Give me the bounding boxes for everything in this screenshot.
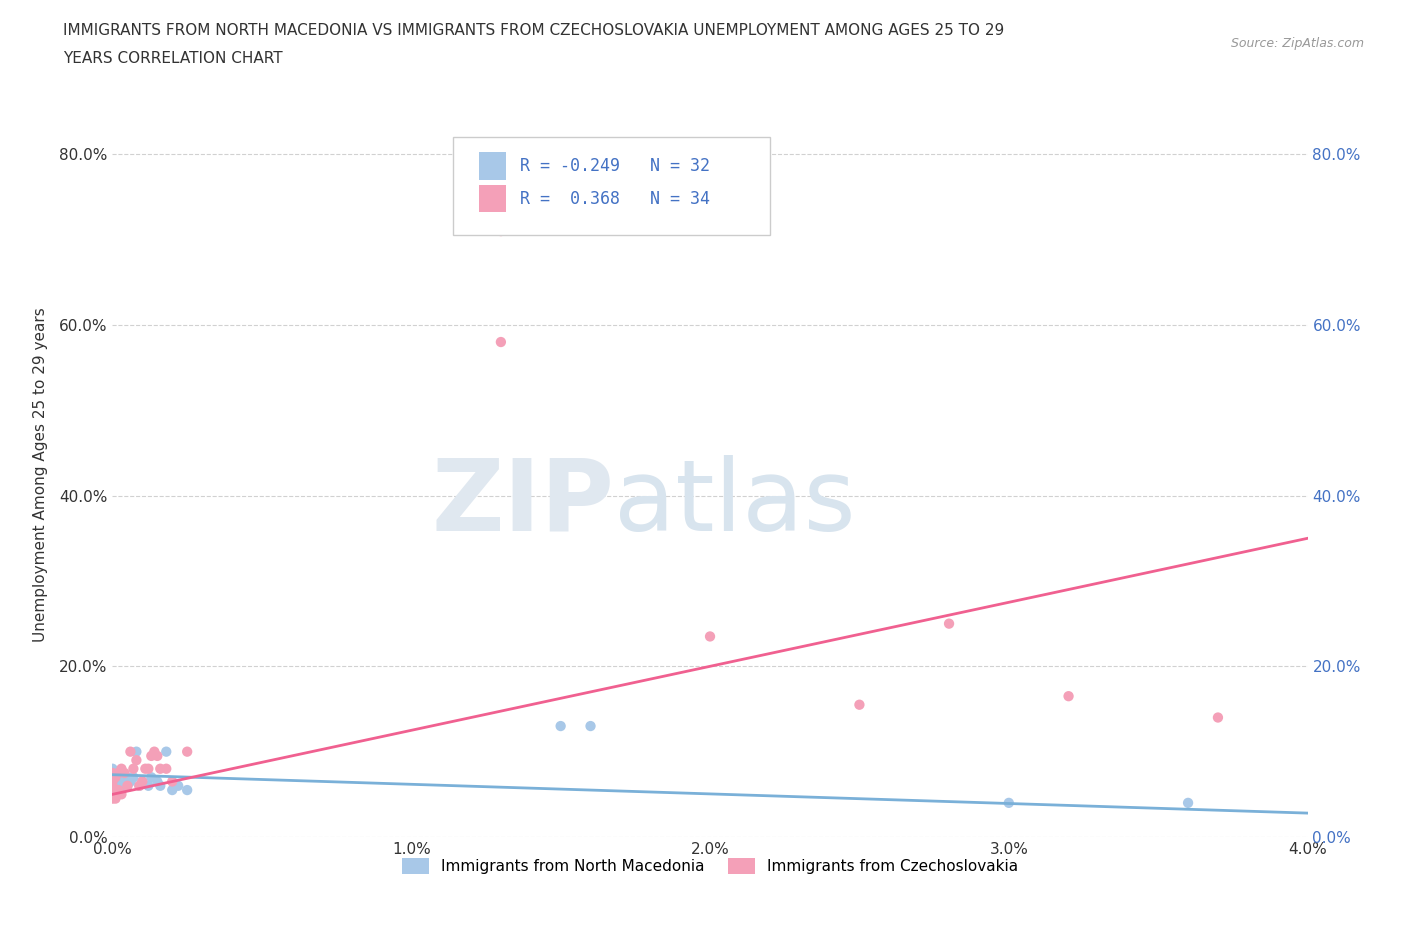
Point: [101, 765, 124, 780]
FancyBboxPatch shape: [479, 153, 506, 179]
Point: [131, 774, 153, 789]
Point: [489, 223, 512, 238]
Point: [101, 778, 124, 793]
Y-axis label: Unemployment Among Ages 25 to 29 years: Unemployment Among Ages 25 to 29 years: [32, 307, 48, 642]
Point: [101, 778, 124, 793]
Point: [101, 791, 124, 806]
Point: [489, 335, 512, 350]
Point: [1206, 711, 1229, 725]
Point: [149, 778, 172, 793]
Point: [104, 770, 127, 785]
Point: [143, 744, 166, 759]
FancyBboxPatch shape: [453, 137, 770, 235]
Legend: Immigrants from North Macedonia, Immigrants from Czechoslovakia: Immigrants from North Macedonia, Immigra…: [395, 852, 1025, 880]
Point: [155, 744, 177, 759]
Point: [167, 778, 190, 793]
Point: [107, 783, 129, 798]
Point: [110, 774, 132, 789]
Point: [1057, 689, 1080, 704]
Point: [128, 778, 150, 793]
Point: [101, 765, 124, 780]
Point: [120, 774, 142, 789]
Point: [141, 749, 163, 764]
Point: [141, 770, 163, 785]
Point: [138, 778, 160, 793]
Point: [998, 795, 1021, 810]
Point: [134, 762, 156, 777]
Point: [114, 765, 135, 780]
Point: [128, 778, 150, 793]
Point: [117, 778, 139, 793]
Point: [107, 770, 129, 785]
Point: [162, 774, 183, 789]
Point: [848, 698, 870, 712]
Point: [138, 762, 160, 777]
Point: [107, 765, 129, 780]
Point: [125, 752, 148, 767]
Point: [104, 791, 127, 806]
Point: [120, 744, 142, 759]
Point: [101, 770, 124, 785]
Point: [176, 744, 198, 759]
Point: [1177, 795, 1199, 810]
Text: IMMIGRANTS FROM NORTH MACEDONIA VS IMMIGRANTS FROM CZECHOSLOVAKIA UNEMPLOYMENT A: IMMIGRANTS FROM NORTH MACEDONIA VS IMMIG…: [63, 23, 1004, 38]
Text: ZIP: ZIP: [432, 455, 614, 551]
Point: [104, 774, 127, 789]
Point: [176, 783, 198, 798]
Point: [938, 617, 960, 631]
Point: [125, 744, 148, 759]
Point: [101, 783, 124, 798]
Point: [101, 774, 124, 789]
Point: [122, 770, 145, 785]
Point: [131, 774, 153, 789]
Point: [101, 787, 124, 802]
Point: [117, 770, 139, 785]
Point: [550, 719, 572, 734]
Text: R = -0.249   N = 32: R = -0.249 N = 32: [520, 157, 710, 175]
Point: [101, 774, 124, 789]
Point: [110, 787, 132, 802]
Point: [117, 778, 139, 793]
Point: [114, 774, 135, 789]
Point: [146, 749, 169, 764]
Point: [162, 783, 183, 798]
Text: Source: ZipAtlas.com: Source: ZipAtlas.com: [1230, 37, 1364, 50]
Point: [101, 762, 124, 777]
Point: [110, 762, 132, 777]
Point: [110, 783, 132, 798]
FancyBboxPatch shape: [479, 185, 506, 212]
Text: YEARS CORRELATION CHART: YEARS CORRELATION CHART: [63, 51, 283, 66]
Point: [579, 719, 602, 734]
Point: [146, 774, 169, 789]
Point: [107, 778, 129, 793]
Point: [149, 762, 172, 777]
Point: [122, 762, 145, 777]
Point: [155, 762, 177, 777]
Text: atlas: atlas: [614, 455, 856, 551]
Point: [699, 629, 721, 644]
Text: R =  0.368   N = 34: R = 0.368 N = 34: [520, 190, 710, 207]
Point: [104, 783, 127, 798]
